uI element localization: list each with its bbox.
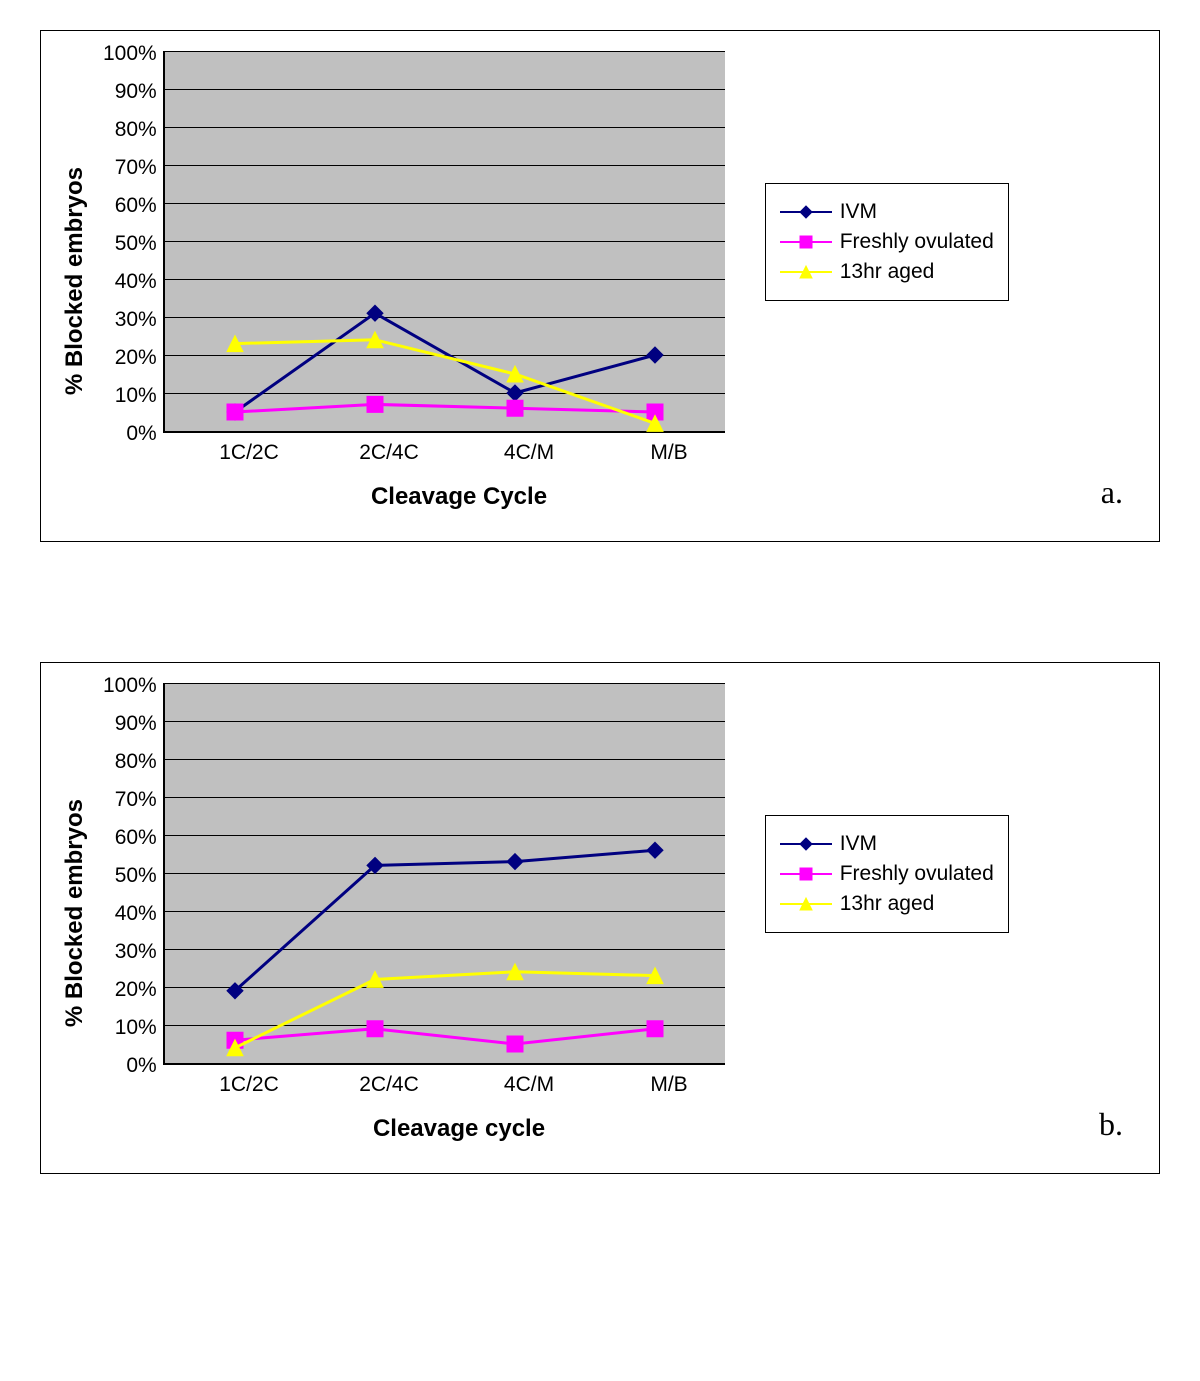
x-tick: 2C/4C: [319, 441, 459, 465]
x-tick: 4C/M: [459, 441, 599, 465]
panel-label: b.: [1099, 1106, 1123, 1143]
plot-area: [163, 51, 725, 433]
series-svg: [165, 683, 725, 1063]
legend-glyph: [780, 262, 832, 282]
legend-glyph: [780, 232, 832, 252]
series-marker: [647, 347, 663, 363]
legend-item: 13hr aged: [780, 892, 994, 916]
series-line: [235, 404, 655, 412]
plot-area: [163, 683, 725, 1065]
legend-label: Freshly ovulated: [840, 230, 994, 254]
series-line: [235, 313, 655, 412]
legend-label: IVM: [840, 200, 877, 224]
x-tick: 1C/2C: [179, 441, 319, 465]
legend-glyph: [780, 202, 832, 222]
x-tick: 2C/4C: [319, 1073, 459, 1097]
series-marker: [647, 1021, 663, 1037]
series-marker: [507, 400, 523, 416]
legend-label: 13hr aged: [840, 892, 935, 916]
x-tick-labels: 1C/2C2C/4C4C/MM/B: [179, 441, 739, 465]
legend: IVM Freshly ovulated 13hr aged: [765, 183, 1009, 301]
y-axis-label: % Blocked embryos: [61, 167, 89, 395]
series-marker: [227, 404, 243, 420]
panel-label: a.: [1101, 474, 1123, 511]
y-tick-labels: 100%90%80%70%60%50%40%30%20%10%0%: [103, 52, 163, 432]
x-axis-label: Cleavage cycle: [179, 1115, 739, 1143]
legend-label: Freshly ovulated: [840, 862, 994, 886]
series-marker: [367, 396, 383, 412]
series-svg: [165, 51, 725, 431]
legend-item: Freshly ovulated: [780, 862, 994, 886]
chart-panel-a: % Blocked embryos 100%90%80%70%60%50%40%…: [40, 30, 1160, 542]
legend-item: Freshly ovulated: [780, 230, 994, 254]
series-line: [235, 850, 655, 991]
legend-glyph: [780, 894, 832, 914]
legend: IVM Freshly ovulated 13hr aged: [765, 815, 1009, 933]
x-tick: 1C/2C: [179, 1073, 319, 1097]
legend-glyph: [780, 834, 832, 854]
series-marker: [507, 385, 523, 401]
series-marker: [507, 854, 523, 870]
x-tick: M/B: [599, 1073, 739, 1097]
x-tick-labels: 1C/2C2C/4C4C/MM/B: [179, 1073, 739, 1097]
legend-item: 13hr aged: [780, 260, 994, 284]
x-tick: M/B: [599, 441, 739, 465]
legend-label: IVM: [840, 832, 877, 856]
series-marker: [367, 1021, 383, 1037]
y-tick-labels: 100%90%80%70%60%50%40%30%20%10%0%: [103, 684, 163, 1064]
legend-glyph: [780, 864, 832, 884]
x-tick: 4C/M: [459, 1073, 599, 1097]
series-marker: [507, 1036, 523, 1052]
series-line: [235, 1029, 655, 1044]
legend-label: 13hr aged: [840, 260, 935, 284]
legend-item: IVM: [780, 832, 994, 856]
series-marker: [647, 842, 663, 858]
legend-item: IVM: [780, 200, 994, 224]
y-axis-label: % Blocked embryos: [61, 799, 89, 1027]
chart-panel-b: % Blocked embryos 100%90%80%70%60%50%40%…: [40, 662, 1160, 1174]
x-axis-label: Cleavage Cycle: [179, 483, 739, 511]
